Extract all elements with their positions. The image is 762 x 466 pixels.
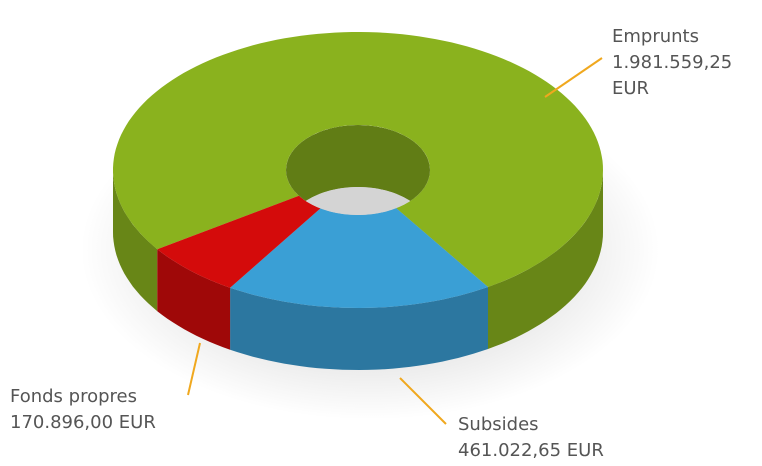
category-label: Fonds propres: [10, 386, 137, 407]
category-label: Emprunts: [612, 26, 699, 47]
category-label: Subsides: [458, 414, 539, 435]
slice: [157, 195, 321, 288]
value-label: 170.896,00 EUR: [10, 412, 156, 433]
slice: [230, 208, 488, 308]
leader-line: [187, 342, 201, 396]
slice-side: [230, 287, 488, 370]
slice-side: [488, 170, 603, 349]
label-fonds: Fonds propres 170.896,00 EUR: [10, 384, 210, 436]
value-label: 461.022,65 EUR: [458, 440, 604, 461]
slice-side: [113, 170, 158, 312]
label-emprunts: Emprunts 1.981.559,25 EUR: [612, 24, 752, 102]
label-subsides: Subsides 461.022,65 EUR: [458, 412, 758, 464]
value-label: 1.981.559,25 EUR: [612, 52, 733, 99]
hole-wall: [286, 125, 430, 215]
slice-side: [157, 249, 231, 350]
leader-line: [399, 377, 447, 425]
leader-line: [544, 57, 603, 98]
slice: [113, 32, 603, 287]
